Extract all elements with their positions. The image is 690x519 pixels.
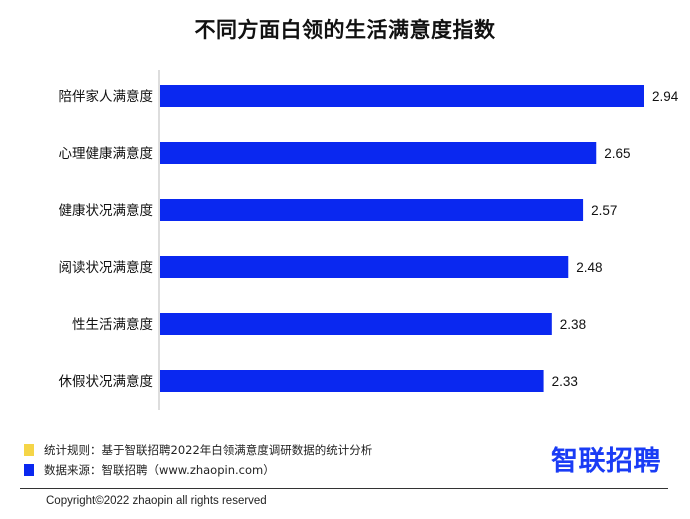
category-label-3: 阅读状况满意度 [59, 259, 154, 276]
bar-1 [160, 142, 597, 164]
category-label-5: 休假状况满意度 [59, 373, 154, 390]
bar-chart: 陪伴家人满意度 2.94 心理健康满意度 2.65 健康状况满意度 2.57 阅读状况满意度… [59, 70, 679, 410]
value-label-2: 2.57 [591, 203, 617, 218]
rule-note-text: 统计规则：基于智联招聘2022年白领满意度调研数据的统计分析 [44, 443, 373, 457]
copyright-text: Copyright©2022 zhaopin all rights reserv… [46, 495, 267, 507]
footer-divider [20, 488, 668, 489]
value-label-5: 2.33 [552, 374, 578, 389]
bar-4 [160, 313, 552, 335]
category-label-4: 性生活满意度 [72, 316, 153, 333]
chart-title: 不同方面白领的生活满意度指数 [194, 18, 496, 42]
source-note: 数据来源：智联招聘（www.zhaopin.com） [24, 462, 275, 478]
category-label-2: 健康状况满意度 [59, 202, 154, 219]
value-label-3: 2.48 [576, 260, 602, 275]
value-label-4: 2.38 [560, 317, 586, 332]
category-label-0: 陪伴家人满意度 [59, 88, 154, 105]
source-note-text: 数据来源：智联招聘（www.zhaopin.com） [44, 463, 275, 477]
zhaopin-logo: 智联招聘 [551, 446, 661, 477]
bar-5 [160, 370, 544, 392]
value-label-1: 2.65 [604, 146, 630, 161]
bar-2 [160, 199, 584, 221]
rule-legend-swatch [24, 444, 34, 456]
value-label-0: 2.94 [652, 89, 679, 104]
bar-0 [160, 85, 644, 107]
bar-3 [160, 256, 569, 278]
category-label-1: 心理健康满意度 [59, 145, 154, 162]
rule-note: 统计规则：基于智联招聘2022年白领满意度调研数据的统计分析 [24, 442, 372, 458]
source-legend-swatch [24, 464, 34, 476]
